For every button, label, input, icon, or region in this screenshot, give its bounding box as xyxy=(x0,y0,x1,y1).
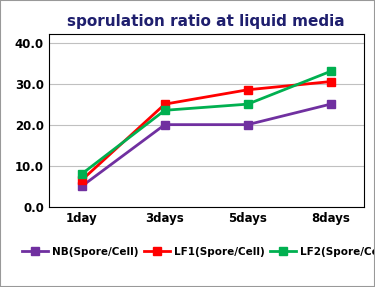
NB(Spore/Cell) xyxy=(162,123,167,126)
NB(Spore/Cell) xyxy=(80,185,84,188)
LF1(Spore/Cell) xyxy=(80,178,84,182)
LF2(Spore/Cell) xyxy=(328,70,333,73)
LF2(Spore/Cell) xyxy=(162,108,167,112)
Line: LF2(Spore/Cell): LF2(Spore/Cell) xyxy=(78,67,335,178)
Line: LF1(Spore/Cell): LF1(Spore/Cell) xyxy=(78,77,335,184)
Title: sporulation ratio at liquid media: sporulation ratio at liquid media xyxy=(68,14,345,29)
LF1(Spore/Cell) xyxy=(162,102,167,106)
LF1(Spore/Cell) xyxy=(328,80,333,83)
NB(Spore/Cell) xyxy=(328,102,333,106)
Line: NB(Spore/Cell): NB(Spore/Cell) xyxy=(78,100,335,190)
LF2(Spore/Cell) xyxy=(246,102,250,106)
NB(Spore/Cell) xyxy=(246,123,250,126)
Legend: NB(Spore/Cell), LF1(Spore/Cell), LF2(Spore/Cell): NB(Spore/Cell), LF1(Spore/Cell), LF2(Spo… xyxy=(18,243,375,261)
LF1(Spore/Cell) xyxy=(246,88,250,92)
LF2(Spore/Cell) xyxy=(80,172,84,176)
